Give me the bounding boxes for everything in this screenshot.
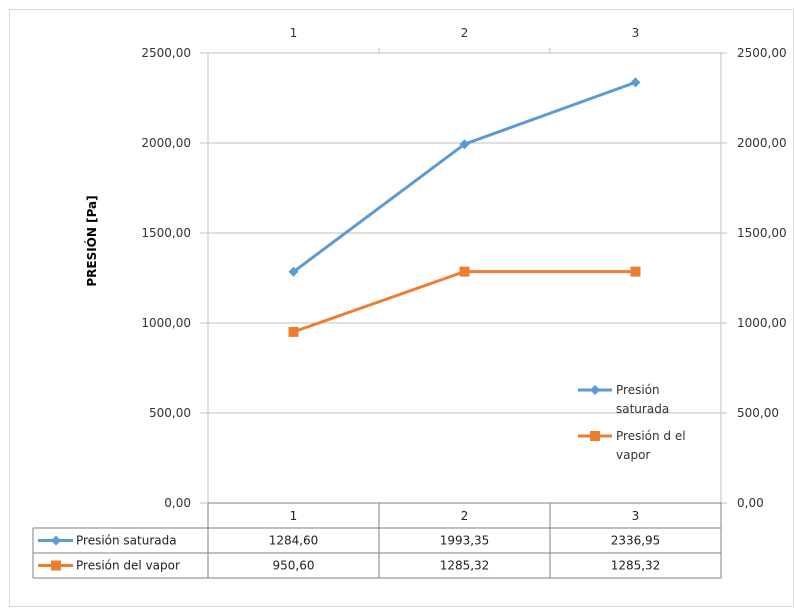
y-tick-label: 500,00 — [149, 406, 191, 420]
data-point — [630, 77, 641, 88]
x2-tick-label: 1 — [290, 26, 298, 40]
table-value-cell: 950,60 — [273, 559, 315, 573]
data-point — [288, 326, 299, 337]
y-tick-label: 2000,00 — [141, 136, 191, 150]
y2-tick-label: 2500,00 — [737, 46, 787, 60]
legend-label: Presión d el — [616, 429, 686, 443]
axes: 0,00500,001000,001500,002000,002500,000,… — [141, 26, 786, 510]
y-axis-title: PRESIÓN [Pa] — [84, 195, 99, 286]
table-series-name: Presión saturada — [76, 534, 177, 548]
series-line — [292, 80, 637, 273]
data-point — [459, 266, 470, 277]
y2-tick-label: 0,00 — [737, 496, 764, 510]
table-value-cell: 1285,32 — [611, 559, 661, 573]
y2-tick-label: 500,00 — [737, 406, 779, 420]
table-header-cell: 3 — [632, 509, 640, 523]
legend-label: saturada — [616, 402, 669, 416]
y2-tick-label: 1000,00 — [737, 316, 787, 330]
x2-tick-label: 2 — [461, 26, 469, 40]
series-layer — [288, 77, 641, 337]
y-tick-label: 1000,00 — [141, 316, 191, 330]
data-point — [459, 139, 470, 150]
legend: Presión saturada Presión d el vapor — [578, 383, 686, 462]
legend-marker — [590, 385, 600, 395]
data-point — [630, 266, 641, 277]
data-point — [288, 266, 299, 277]
table-header-cell: 1 — [290, 509, 298, 523]
table-legend-marker — [51, 535, 61, 546]
table-value-cell: 1285,32 — [440, 559, 490, 573]
x2-tick-label: 3 — [632, 26, 640, 40]
table-legend-marker — [51, 560, 61, 571]
table-value-cell: 2336,95 — [611, 534, 661, 548]
table-value-cell: 1284,60 — [269, 534, 319, 548]
table-series-name: Presión del vapor — [76, 559, 180, 573]
y-tick-label: 2500,00 — [141, 46, 191, 60]
y-tick-label: 1500,00 — [141, 226, 191, 240]
legend-label: vapor — [616, 448, 650, 462]
legend-label: Presión — [616, 383, 660, 397]
data-table: 1 2 3 Presión saturada 1284,60 1993,35 2336,95… — [32, 502, 722, 579]
y-tick-label: 0,00 — [164, 496, 191, 510]
table-value-cell: 1993,35 — [440, 534, 490, 548]
y2-tick-label: 2000,00 — [737, 136, 787, 150]
legend-marker — [590, 431, 600, 441]
chart-frame — [9, 9, 794, 607]
y2-tick-label: 1500,00 — [737, 226, 787, 240]
table-header-cell: 2 — [461, 509, 469, 523]
